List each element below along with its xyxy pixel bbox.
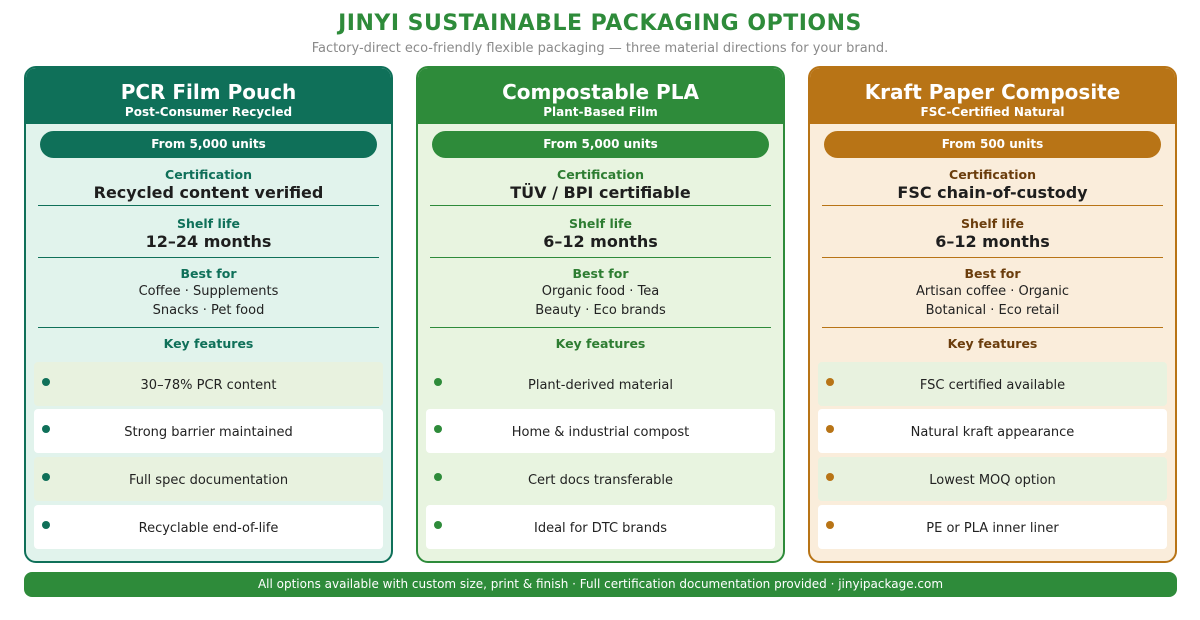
card-2: Kraft Paper Composite FSC-Certified Natu… [808, 66, 1177, 563]
footer-banner: All options available with custom size, … [24, 572, 1177, 597]
best-for-line: Artisan coffee · Organic [915, 284, 1070, 299]
feature-text: Full spec documentation [128, 473, 289, 488]
best-for-label: Best for [180, 266, 237, 281]
bullet-icon [434, 425, 442, 433]
feature-text: Plant-derived material [528, 378, 673, 393]
feature-item: FSC certified available [818, 362, 1167, 406]
bullet-icon [42, 521, 50, 529]
moq-badge: From 5,000 units [432, 131, 769, 158]
bullet-icon [42, 473, 50, 481]
key-features-label: Key features [947, 336, 1038, 351]
shelf-life-label: Shelf life [961, 216, 1024, 231]
card-header: Compostable PLA Plant-Based Film [418, 68, 783, 124]
page-subtitle: Factory-direct eco-friendly flexible pac… [311, 41, 889, 56]
feature-item: Home & industrial compost [426, 409, 775, 453]
card-title: Kraft Paper Composite [864, 80, 1121, 104]
feature-item: Lowest MOQ option [818, 457, 1167, 501]
card-1: Compostable PLA Plant-Based Film From 5,… [416, 66, 785, 563]
shelf-life-value: 6–12 months [543, 232, 658, 251]
feature-text: Natural kraft appearance [910, 425, 1075, 440]
card-header: PCR Film Pouch Post-Consumer Recycled [26, 68, 391, 124]
bullet-icon [434, 473, 442, 481]
bullet-icon [434, 378, 442, 386]
bullet-icon [826, 521, 834, 529]
card-0: PCR Film Pouch Post-Consumer Recycled Fr… [24, 66, 393, 563]
key-features-label: Key features [163, 336, 254, 351]
key-features-label: Key features [555, 336, 646, 351]
feature-item: Natural kraft appearance [818, 409, 1167, 453]
shelf-life-value: 6–12 months [935, 232, 1050, 251]
best-for-label: Best for [572, 266, 629, 281]
best-for-line: Organic food · Tea [541, 284, 660, 299]
feature-item: Cert docs transferable [426, 457, 775, 501]
feature-text: Lowest MOQ option [929, 473, 1056, 488]
bullet-icon [826, 425, 834, 433]
feature-text: Recyclable end-of-life [138, 521, 279, 536]
best-for-line: Snacks · Pet food [152, 303, 265, 318]
certification-section: Certification FSC chain-of-custody [822, 158, 1163, 206]
moq-badge: From 500 units [824, 131, 1161, 158]
feature-text: Home & industrial compost [511, 425, 690, 440]
shelf-life-section: Shelf life 12–24 months [38, 206, 379, 258]
shelf-life-section: Shelf life 6–12 months [822, 206, 1163, 258]
certification-label: Certification [557, 167, 644, 182]
feature-item: Recyclable end-of-life [34, 505, 383, 549]
shelf-life-value: 12–24 months [145, 232, 272, 251]
bullet-icon [434, 521, 442, 529]
feature-text: FSC certified available [919, 378, 1066, 393]
bullet-icon [42, 425, 50, 433]
certification-label: Certification [165, 167, 252, 182]
certification-value: TÜV / BPI certifiable [510, 183, 691, 202]
feature-text: PE or PLA inner liner [926, 521, 1059, 536]
shelf-life-label: Shelf life [569, 216, 632, 231]
feature-item: Strong barrier maintained [34, 409, 383, 453]
feature-item: PE or PLA inner liner [818, 505, 1167, 549]
bullet-icon [42, 378, 50, 386]
feature-item: Plant-derived material [426, 362, 775, 406]
shelf-life-section: Shelf life 6–12 months [430, 206, 771, 258]
card-header: Kraft Paper Composite FSC-Certified Natu… [810, 68, 1175, 124]
feature-text: 30–78% PCR content [140, 378, 277, 393]
certification-label: Certification [949, 167, 1036, 182]
certification-value: FSC chain-of-custody [897, 183, 1088, 202]
certification-section: Certification TÜV / BPI certifiable [430, 158, 771, 206]
best-for-section: Best for Organic food · Tea Beauty · Eco… [430, 258, 771, 328]
best-for-label: Best for [964, 266, 1021, 281]
card-subtitle: Plant-Based Film [543, 105, 658, 119]
best-for-line: Beauty · Eco brands [535, 303, 666, 318]
card-title: PCR Film Pouch [120, 80, 297, 104]
best-for-line: Botanical · Eco retail [925, 303, 1060, 318]
feature-text: Strong barrier maintained [124, 425, 293, 440]
feature-item: Ideal for DTC brands [426, 505, 775, 549]
certification-value: Recycled content verified [93, 183, 324, 202]
bullet-icon [826, 378, 834, 386]
card-subtitle: FSC-Certified Natural [920, 105, 1065, 119]
page-title: JINYI SUSTAINABLE PACKAGING OPTIONS [338, 11, 862, 36]
moq-badge: From 5,000 units [40, 131, 377, 158]
certification-section: Certification Recycled content verified [38, 158, 379, 206]
feature-item: 30–78% PCR content [34, 362, 383, 406]
feature-item: Full spec documentation [34, 457, 383, 501]
feature-text: Ideal for DTC brands [533, 521, 668, 536]
shelf-life-label: Shelf life [177, 216, 240, 231]
bullet-icon [826, 473, 834, 481]
best-for-section: Best for Coffee · Supplements Snacks · P… [38, 258, 379, 328]
card-subtitle: Post-Consumer Recycled [124, 105, 293, 119]
best-for-line: Coffee · Supplements [138, 284, 279, 299]
card-title: Compostable PLA [502, 80, 699, 104]
feature-text: Cert docs transferable [527, 473, 674, 488]
best-for-section: Best for Artisan coffee · Organic Botani… [822, 258, 1163, 328]
